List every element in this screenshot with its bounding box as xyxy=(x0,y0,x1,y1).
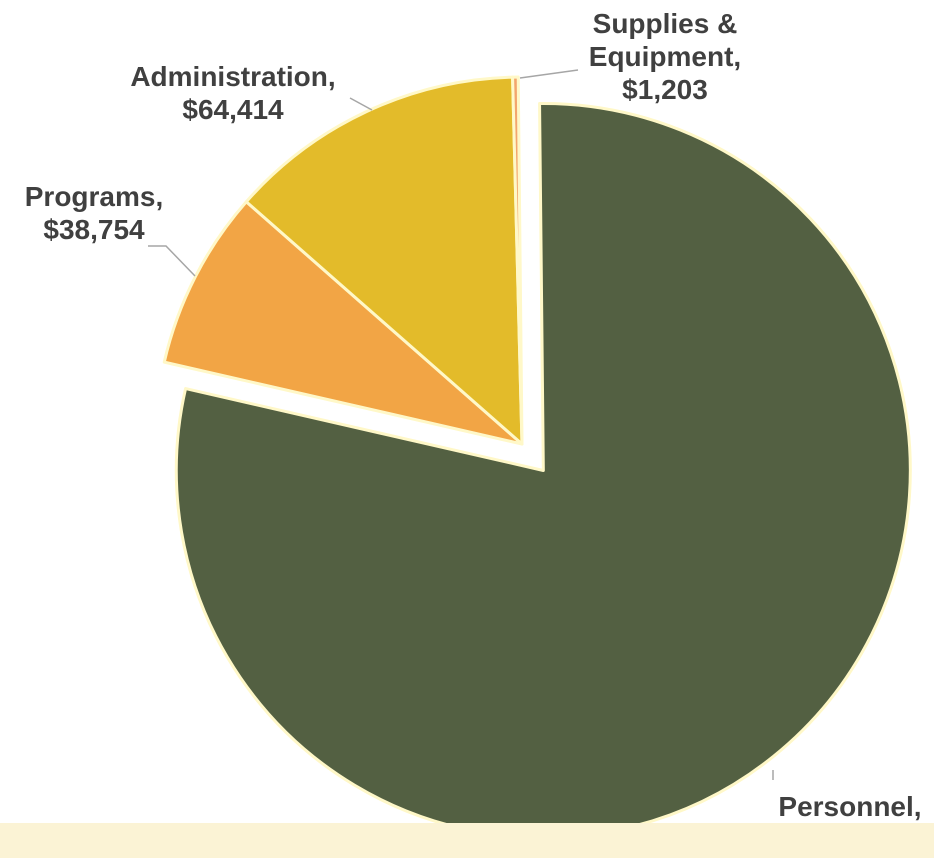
pie-slice-personnel xyxy=(174,101,912,839)
label-administration: Administration, $64,414 xyxy=(130,61,335,125)
label-supplies-equipment: Supplies & Equipment, $1,203 xyxy=(589,8,741,105)
leader-line-supplies-equipment xyxy=(519,69,579,79)
leader-line-administration xyxy=(349,97,373,111)
leader-line-programs xyxy=(148,245,196,277)
label-supplies-equipment-line-3: $1,203 xyxy=(622,74,708,105)
pie-slice-programs xyxy=(162,200,524,446)
label-programs-line-2: $38,754 xyxy=(43,214,145,245)
label-supplies-equipment-line-1: Supplies & xyxy=(593,8,738,39)
label-administration-line-2: $64,414 xyxy=(182,94,284,125)
label-programs-line-1: Programs, xyxy=(25,181,164,212)
pie-slice-supplies-equipment xyxy=(511,75,524,446)
label-programs: Programs, $38,754 xyxy=(25,181,164,245)
leader-lines-layer xyxy=(148,69,774,780)
label-supplies-equipment-line-2: Equipment, xyxy=(589,41,741,72)
label-personnel-line-1: Personnel, xyxy=(778,791,921,822)
label-administration-line-1: Administration, xyxy=(130,61,335,92)
slices-layer xyxy=(162,75,912,839)
pie-slice-administration xyxy=(244,75,524,446)
chart-bottom-strip xyxy=(0,823,934,858)
